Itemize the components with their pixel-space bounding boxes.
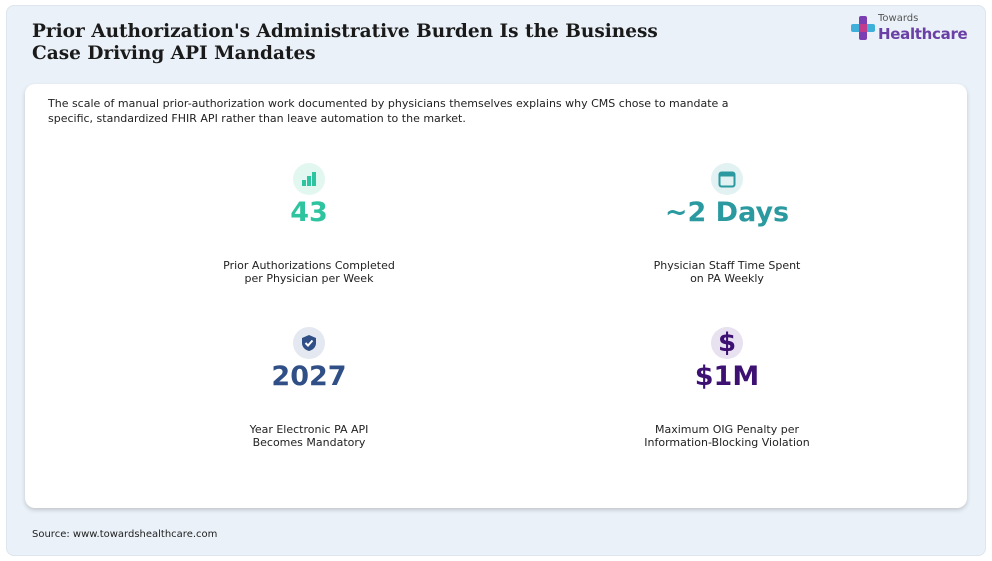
medical-cross-icon — [851, 16, 875, 40]
logo-big-text: Healthcare — [878, 25, 968, 43]
stat-label-line: Year Electronic PA API — [249, 423, 369, 436]
stat-value: 43 — [290, 197, 328, 228]
stat-label-line: Physician Staff Time Spent — [653, 259, 801, 272]
stat-value: $1M — [694, 361, 760, 392]
stat-label: Maximum OIG Penalty per Information-Bloc… — [577, 423, 877, 449]
calendar-icon — [711, 163, 743, 195]
stat-label: Prior Authorizations Completed per Physi… — [159, 259, 459, 285]
stat-label: Physician Staff Time Spent on PA Weekly — [577, 259, 877, 285]
stat-label-line: Maximum OIG Penalty per — [655, 423, 799, 436]
dollar-sign-icon: $ — [711, 327, 743, 359]
stat-label-line: per Physician per Week — [244, 272, 374, 285]
stat-label-line: on PA Weekly — [690, 272, 764, 285]
stat-label: Year Electronic PA API Becomes Mandatory — [159, 423, 459, 449]
bar-chart-icon — [293, 163, 325, 195]
page-title: Prior Authorization's Administrative Bur… — [32, 21, 658, 64]
stat-label-line: Information-Blocking Violation — [644, 436, 810, 449]
stat-value: 2027 — [271, 361, 347, 392]
intro-text: The scale of manual prior-authorization … — [48, 97, 729, 125]
stat-value: ~2 Days — [664, 197, 790, 228]
stats-card — [25, 84, 967, 508]
logo-small-text: Towards — [878, 13, 919, 24]
shield-check-icon — [293, 327, 325, 359]
stat-label-line: Becomes Mandatory — [252, 436, 366, 449]
brand-logo: Towards Healthcare — [850, 13, 970, 47]
stat-label-line: Prior Authorizations Completed — [223, 259, 395, 272]
source-note: Source: www.towardshealthcare.com — [32, 529, 218, 540]
